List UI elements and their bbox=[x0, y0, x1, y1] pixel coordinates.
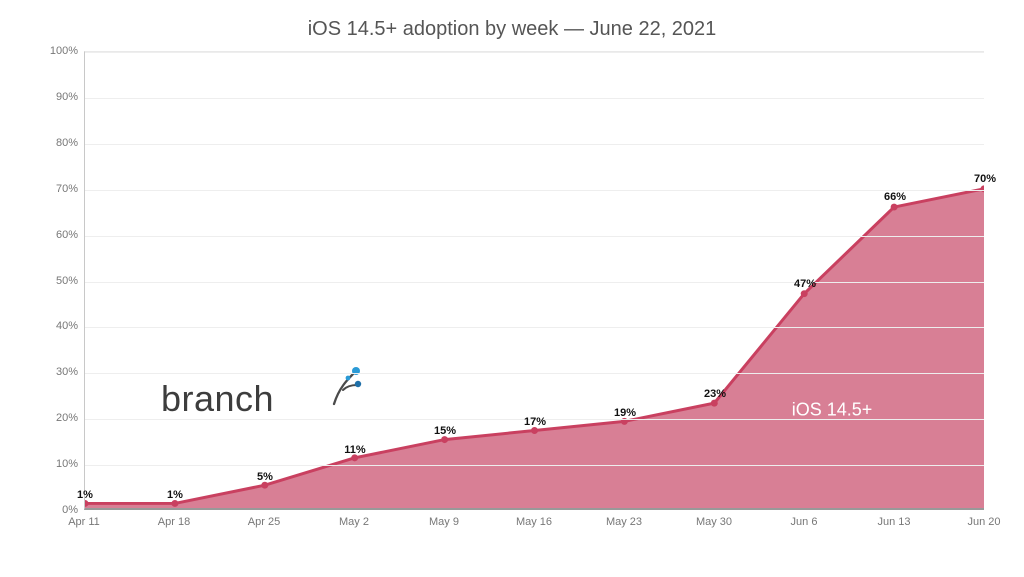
data-label: 1% bbox=[77, 490, 93, 502]
y-tick-label: 70% bbox=[56, 183, 78, 195]
x-tick-label: Apr 18 bbox=[158, 516, 190, 528]
y-tick-label: 20% bbox=[56, 412, 78, 424]
grid-line bbox=[85, 52, 984, 53]
x-tick-label: May 2 bbox=[339, 516, 369, 528]
grid-line bbox=[85, 190, 984, 191]
x-tick-label: May 23 bbox=[606, 516, 642, 528]
y-tick-label: 100% bbox=[50, 45, 78, 57]
y-tick-label: 80% bbox=[56, 137, 78, 149]
x-tick-label: Jun 6 bbox=[791, 516, 818, 528]
grid-line bbox=[85, 236, 984, 237]
x-tick-label: Apr 11 bbox=[68, 516, 100, 528]
data-label: 15% bbox=[434, 425, 456, 437]
y-tick-label: 90% bbox=[56, 91, 78, 103]
data-point bbox=[891, 204, 898, 211]
y-tick-label: 0% bbox=[62, 504, 78, 516]
data-point bbox=[801, 290, 808, 297]
x-tick-label: Jun 20 bbox=[967, 516, 1000, 528]
chart-title: iOS 14.5+ adoption by week — June 22, 20… bbox=[40, 18, 984, 41]
grid-line bbox=[85, 282, 984, 283]
plot-area: iOS 14.5+ branch 1%1%5%11%15%17%19%23%47… bbox=[84, 51, 984, 510]
data-label: 70% bbox=[974, 173, 996, 185]
grid-line bbox=[85, 98, 984, 99]
area-chart-svg bbox=[85, 52, 984, 508]
y-tick-label: 40% bbox=[56, 320, 78, 332]
data-label: 5% bbox=[257, 471, 273, 483]
plot-area-outer: 0%10%20%30%40%50%60%70%80%90%100% iOS 14… bbox=[40, 51, 984, 540]
chart-container: iOS 14.5+ adoption by week — June 22, 20… bbox=[0, 0, 1024, 577]
grid-line bbox=[85, 373, 984, 374]
x-axis: Apr 11Apr 18Apr 25May 2May 9May 16May 23… bbox=[84, 510, 984, 540]
data-label: 1% bbox=[167, 490, 183, 502]
x-tick-label: Apr 25 bbox=[248, 516, 280, 528]
grid-line bbox=[85, 465, 984, 466]
y-tick-label: 60% bbox=[56, 229, 78, 241]
y-tick-label: 30% bbox=[56, 366, 78, 378]
data-point bbox=[711, 400, 718, 407]
x-tick-label: May 30 bbox=[696, 516, 732, 528]
y-tick-label: 10% bbox=[56, 458, 78, 470]
data-label: 47% bbox=[794, 278, 816, 290]
x-tick-label: May 16 bbox=[516, 516, 552, 528]
data-label: 66% bbox=[884, 191, 906, 203]
y-tick-label: 50% bbox=[56, 275, 78, 287]
data-label: 19% bbox=[614, 407, 636, 419]
area-fill bbox=[85, 189, 984, 508]
data-label: 17% bbox=[524, 416, 546, 428]
data-label: 23% bbox=[704, 389, 726, 401]
x-tick-label: May 9 bbox=[429, 516, 459, 528]
x-tick-label: Jun 13 bbox=[877, 516, 910, 528]
grid-line bbox=[85, 144, 984, 145]
grid-line bbox=[85, 327, 984, 328]
y-axis: 0%10%20%30%40%50%60%70%80%90%100% bbox=[40, 51, 84, 510]
data-label: 11% bbox=[344, 444, 365, 456]
